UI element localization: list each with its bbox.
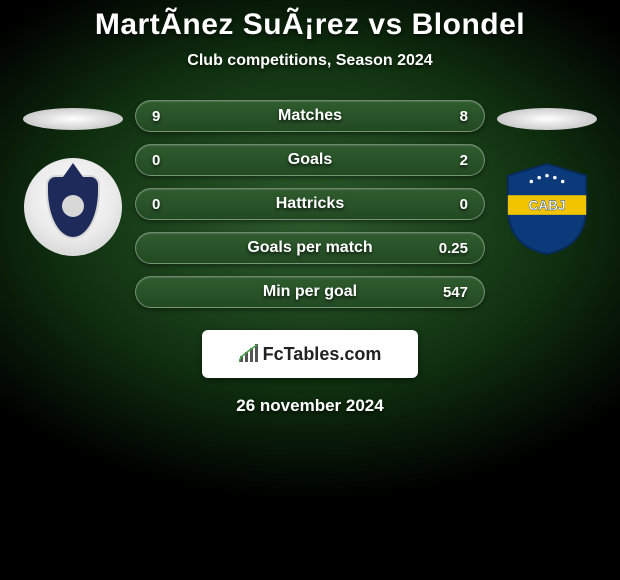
right-team-column: CABJ [497, 100, 597, 256]
stat-label: Goals [136, 151, 484, 169]
boca-shield-svg-icon: CABJ [498, 158, 596, 256]
player-placeholder-right [497, 108, 597, 130]
gimnasia-crest-icon [24, 158, 122, 256]
brand-text: FcTables.com [263, 344, 382, 365]
date-text: 26 november 2024 [0, 396, 620, 416]
brand-box[interactable]: FcTables.com [202, 330, 418, 378]
stat-label: Min per goal [136, 283, 484, 301]
main-row: 9 Matches 8 0 Goals 2 0 Hattricks 0 Goal… [0, 100, 620, 308]
stat-left-value: 0 [152, 196, 160, 213]
stat-left-value: 9 [152, 108, 160, 125]
content-container: MartÃnez SuÃ¡rez vs Blondel Club competi… [0, 0, 620, 580]
stat-right-value: 0 [460, 196, 468, 213]
stats-column: 9 Matches 8 0 Goals 2 0 Hattricks 0 Goal… [135, 100, 485, 308]
stat-right-value: 0.25 [439, 240, 468, 257]
boca-crest-icon: CABJ [498, 158, 596, 256]
stat-left-value: 0 [152, 152, 160, 169]
page-subtitle: Club competitions, Season 2024 [0, 52, 620, 70]
boca-crest-text: CABJ [528, 198, 565, 213]
stat-row-goals-per-match: Goals per match 0.25 [135, 232, 485, 264]
page-title: MartÃnez SuÃ¡rez vs Blondel [0, 8, 620, 42]
stat-label: Goals per match [136, 239, 484, 257]
stat-row-min-per-goal: Min per goal 547 [135, 276, 485, 308]
left-team-column [23, 100, 123, 256]
gimnasia-shield-icon [46, 175, 100, 239]
stat-row-goals: 0 Goals 2 [135, 144, 485, 176]
stat-label: Matches [136, 107, 484, 125]
stat-right-value: 8 [460, 108, 468, 125]
stat-right-value: 2 [460, 152, 468, 169]
stat-right-value: 547 [443, 284, 468, 301]
stat-label: Hattricks [136, 195, 484, 213]
stat-row-hattricks: 0 Hattricks 0 [135, 188, 485, 220]
player-placeholder-left [23, 108, 123, 130]
stat-row-matches: 9 Matches 8 [135, 100, 485, 132]
bar-chart-icon [239, 344, 259, 364]
